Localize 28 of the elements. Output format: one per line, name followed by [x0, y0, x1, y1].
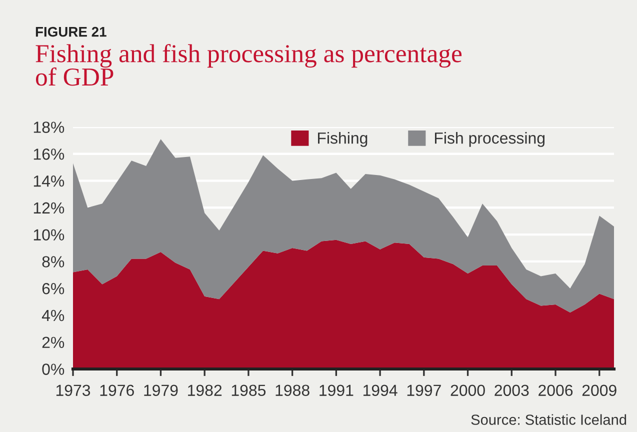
x-tick-label: 2006 [538, 384, 573, 396]
y-tick-label: 10% [34, 229, 64, 240]
x-tick-label: 1988 [276, 384, 310, 396]
x-tick-label: 1997 [407, 384, 441, 396]
chart-title: Fishing and fish processing as percentage of GDP [36, 44, 462, 86]
y-tick-label: 14% [34, 175, 64, 187]
x-tick-label: 1994 [364, 384, 398, 396]
y-tick-label: 8% [42, 256, 64, 268]
x-tick-label: 2003 [494, 384, 529, 396]
y-tick-label: 18% [34, 122, 64, 133]
y-tick-label: 0% [42, 364, 64, 375]
x-tick-label: 1991 [320, 384, 354, 396]
y-tick-label: 12% [34, 202, 64, 214]
x-tick-label: 1982 [188, 384, 222, 396]
x-tick-label: 2009 [582, 384, 616, 396]
legend-label: Fishing [318, 132, 368, 147]
x-tick-label: 2000 [450, 384, 485, 396]
x-tick-label: 1973 [56, 384, 90, 396]
y-tick-label: 6% [42, 282, 64, 294]
legend-label: Fish processing [434, 132, 545, 147]
y-tick-label: 16% [34, 148, 64, 160]
x-tick-label: 1985 [232, 384, 266, 396]
source-note: Source: Statistic Iceland [471, 414, 626, 425]
y-tick-label: 2% [42, 336, 64, 348]
caption: FIGURE 21 [36, 26, 106, 37]
x-tick-label: 1976 [100, 384, 134, 396]
y-tick-label: 4% [42, 310, 64, 322]
x-tick-label: 1979 [144, 384, 178, 396]
